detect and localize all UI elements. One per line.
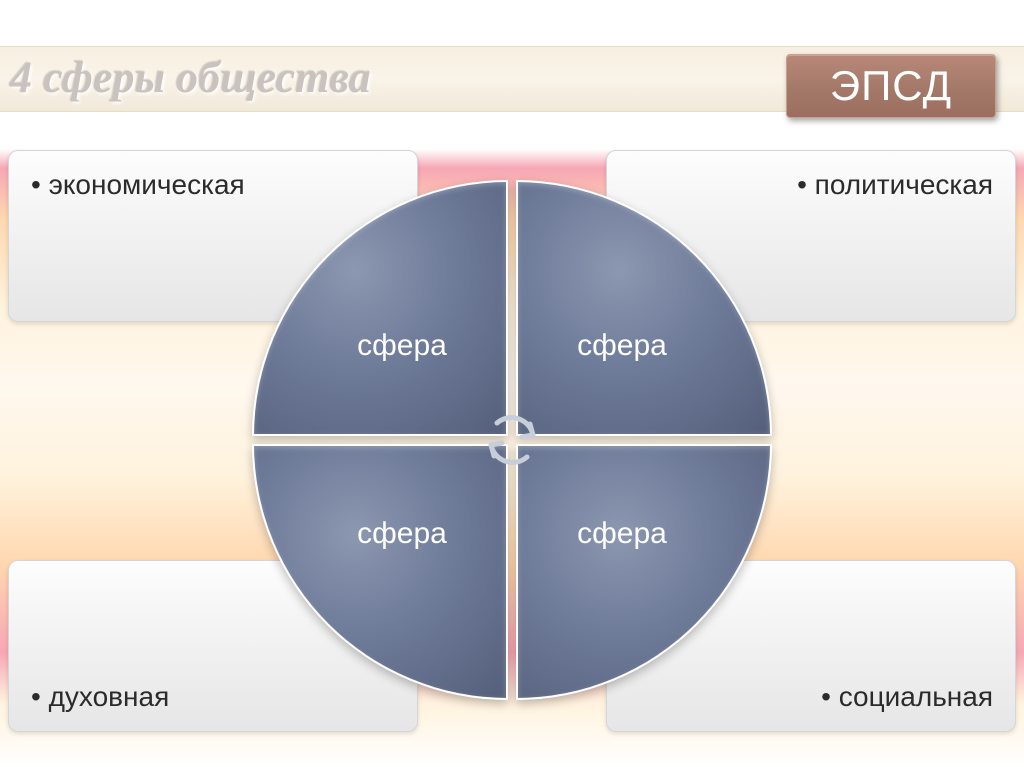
quadrant-bottom-left: сфера [252,444,508,700]
sphere-circle: сфера сфера сфера сфера [252,180,772,700]
epsd-badge: ЭПСД [786,54,996,118]
page-title: 4 сферы общества [10,52,371,103]
quadrant-br-label: сфера [577,517,667,551]
quadrant-top-left: сфера [252,180,508,436]
box-economic-label: • экономическая [31,169,245,200]
quadrant-tr-label: сфера [577,329,667,363]
cycle-arrows-icon [477,405,547,475]
box-social-label: • социальная [821,681,993,713]
quadrant-tl-label: сфера [357,329,447,363]
quadrant-bl-label: сфера [357,517,447,551]
epsd-badge-text: ЭПСД [830,62,952,110]
box-political-label: • политическая [797,169,993,200]
quadrant-top-right: сфера [516,180,772,436]
quadrant-bottom-right: сфера [516,444,772,700]
box-spiritual-label: • духовная [31,681,169,713]
